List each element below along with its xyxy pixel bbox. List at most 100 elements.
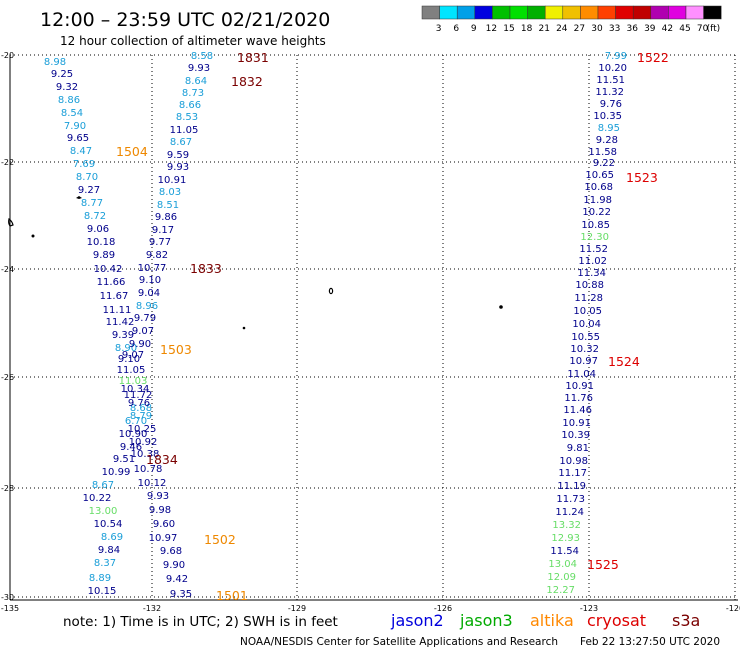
pass-time-tags: 1831 1832 1504 1833 1503 1834 1502 1501 1522 1523…: [116, 50, 669, 603]
footer-timestamp: Feb 22 13:27:50 UTC 2020: [580, 636, 720, 648]
swh-value: 11.17: [558, 468, 587, 479]
swh-value: 9.10: [139, 275, 161, 286]
swh-value: 10.20: [598, 63, 627, 74]
colorbar-label: 9: [471, 24, 477, 34]
swh-value: 11.05: [170, 125, 199, 136]
swh-value: 9.42: [166, 574, 188, 585]
colorbar-unit: (ft): [707, 24, 721, 34]
satellite-legend-item: jason3: [459, 611, 513, 630]
time-tag: 1833: [190, 261, 222, 276]
swh-value: 10.12: [138, 478, 167, 489]
swh-value: 11.05: [117, 365, 146, 376]
track-c-values: 7.9910.2011.5111.329.7610.358.959.2811.5…: [546, 51, 627, 596]
time-tag: 1523: [626, 170, 658, 185]
longitude-labels: -135 -132 -129 -126 -123 -120: [1, 604, 740, 613]
swh-value: 11.66: [97, 277, 126, 288]
colorbar-swatch: [580, 5, 599, 20]
swh-value: 11.34: [577, 268, 606, 279]
swh-value: 10.15: [88, 586, 117, 597]
footer-note: note: 1) Time is in UTC; 2) SWH is in fe…: [63, 614, 338, 630]
swh-value: 8.51: [157, 200, 179, 211]
swh-value: 9.39: [112, 330, 134, 341]
swh-value: 9.51: [113, 454, 135, 465]
track-b-values: 8.589.938.648.738.668.5311.058.679.599.9…: [122, 51, 213, 600]
swh-value: 11.24: [555, 507, 584, 518]
swh-value: 10.34: [121, 384, 150, 395]
swh-value: 10.97: [149, 533, 178, 544]
swh-value: 8.64: [185, 76, 207, 87]
swh-value: 11.02: [578, 256, 607, 267]
swh-value: 9.60: [153, 519, 175, 530]
swh-value: 10.54: [94, 519, 123, 530]
colorbar-label: 27: [574, 24, 585, 34]
islands: [8, 196, 503, 330]
lat-label: -30: [1, 593, 14, 602]
swh-value: 8.86: [58, 95, 80, 106]
swh-value: 13.00: [89, 506, 118, 517]
time-tag: 1832: [231, 74, 263, 89]
swh-value: 10.92: [129, 437, 158, 448]
swh-value: 9.86: [155, 212, 177, 223]
swh-value: 9.22: [593, 158, 615, 169]
swh-value: 7.99: [605, 51, 627, 62]
time-tag: 1504: [116, 144, 148, 159]
colorbar-swatch: [615, 5, 634, 20]
swh-value: 8.89: [89, 573, 111, 584]
swh-value: 8.66: [179, 100, 201, 111]
swh-value: 8.73: [182, 88, 204, 99]
swh-value: 11.03: [119, 376, 148, 387]
satellite-legend-item: altika: [530, 611, 574, 630]
swh-value: 9.17: [152, 225, 174, 236]
swh-value: 10.90: [119, 429, 148, 440]
swh-value: 6.70: [125, 416, 147, 427]
island-marker: [242, 326, 246, 330]
lat-label: -20: [1, 51, 14, 60]
colorbar-swatch: [527, 5, 546, 20]
swh-value: 10.65: [585, 170, 614, 181]
swh-value: 10.18: [87, 237, 116, 248]
satellite-legend-item: cryosat: [587, 611, 646, 630]
swh-value: 13.32: [552, 520, 581, 531]
lon-label: -132: [143, 604, 161, 613]
swh-value: 10.25: [128, 424, 157, 435]
swh-value: 8.67: [92, 480, 114, 491]
swh-value: 8.53: [176, 112, 198, 123]
swh-value: 10.78: [134, 464, 163, 475]
swh-value: 11.51: [596, 75, 625, 86]
lat-label: -26: [1, 373, 14, 382]
colorbar-label: 6: [453, 24, 459, 34]
colorbar-swatch: [685, 5, 704, 20]
latitude-labels: -20 -22 -24 -26 -28 -30: [1, 51, 14, 602]
dotted-grid: [9, 54, 738, 600]
swh-value: 11.73: [556, 494, 585, 505]
swh-value: 8.69: [101, 532, 123, 543]
swh-value: 9.93: [188, 63, 210, 74]
colorbar-label: 45: [679, 24, 690, 34]
lat-label: -24: [1, 265, 14, 274]
colorbar-swatch: [703, 5, 722, 20]
colorbar-swatch: [421, 5, 440, 20]
swh-value: 10.04: [572, 319, 601, 330]
swh-value: 11.98: [583, 195, 612, 206]
swh-value: 10.97: [569, 356, 598, 367]
swh-value: 10.22: [582, 207, 611, 218]
swh-value: 11.54: [550, 546, 579, 557]
lon-label: -126: [434, 604, 452, 613]
swh-value: 11.76: [564, 393, 593, 404]
swh-value: 8.54: [61, 108, 83, 119]
swh-value: 9.90: [163, 560, 185, 571]
swh-value: 10.22: [83, 493, 112, 504]
colorbar-swatch: [474, 5, 493, 20]
swh-value: 9.32: [56, 82, 78, 93]
colorbar-swatch: [509, 5, 528, 20]
footer-credit: NOAA/NESDIS Center for Satellite Applica…: [240, 636, 558, 648]
swh-value: 8.72: [84, 211, 106, 222]
island-marker: [499, 305, 503, 309]
colorbar-label: 30: [591, 24, 603, 34]
swh-value: 9.93: [147, 491, 169, 502]
colorbar-swatch: [492, 5, 511, 20]
swh-value: 9.84: [98, 545, 120, 556]
swh-value: 9.06: [87, 224, 109, 235]
lat-label: -28: [1, 484, 14, 493]
swh-value: 10.38: [131, 449, 160, 460]
